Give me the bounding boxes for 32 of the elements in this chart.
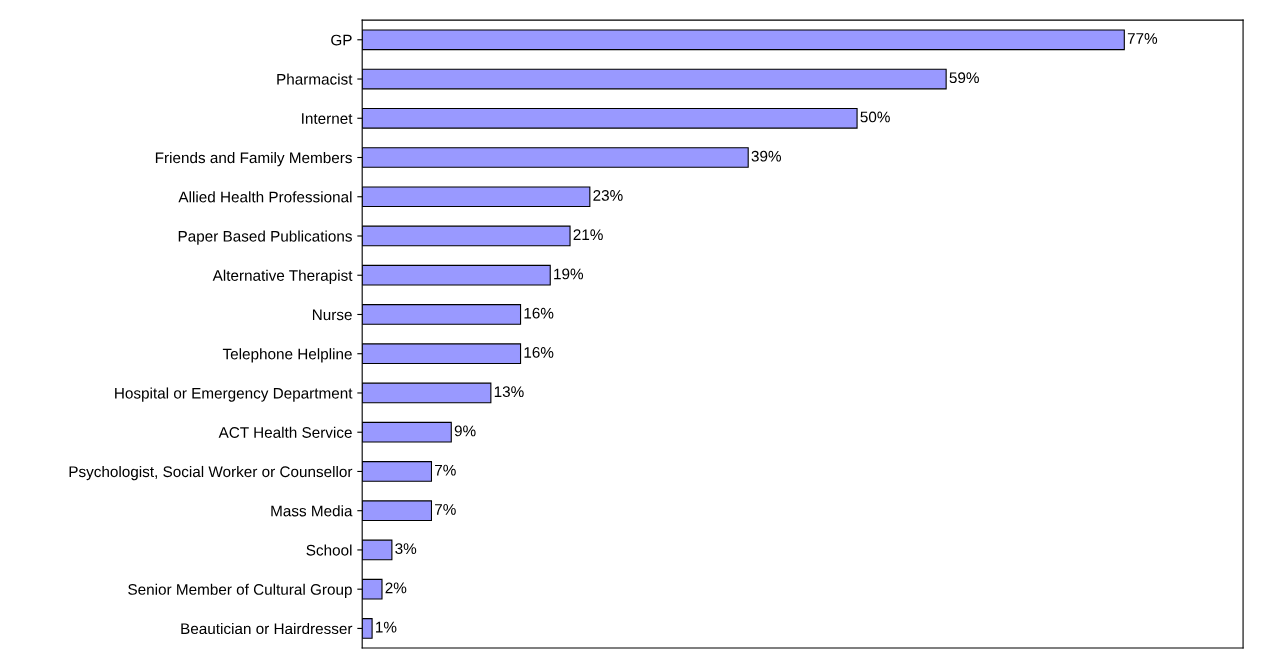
data-label: 1% bbox=[376, 621, 397, 633]
data-label: 19% bbox=[554, 268, 584, 280]
data-label: 16% bbox=[524, 347, 554, 358]
data-label: 77% bbox=[1127, 33, 1158, 44]
y-tick-label: Alternative Therapist bbox=[212, 269, 353, 284]
y-tick-label: Friends and Family Members bbox=[155, 151, 352, 167]
y-tick-label: Internet bbox=[302, 113, 353, 124]
data-label: 16% bbox=[524, 307, 554, 319]
y-tick-label: Nurse bbox=[312, 309, 352, 321]
y-tick-label: Allied Health Professional bbox=[178, 191, 352, 203]
data-label: 39% bbox=[751, 150, 782, 162]
data-label: 7% bbox=[435, 464, 456, 476]
y-tick-label: Beautician or Hairdresser bbox=[181, 622, 353, 635]
y-tick-label: Mass Media bbox=[271, 505, 353, 517]
y-tick-label: Pharmacist bbox=[277, 73, 353, 85]
data-label: 23% bbox=[593, 190, 623, 201]
data-label: 21% bbox=[573, 229, 603, 241]
data-label: 2% bbox=[385, 582, 407, 594]
data-label: 3% bbox=[395, 543, 417, 555]
data-label: 13% bbox=[494, 386, 524, 398]
data-label: 9% bbox=[454, 425, 476, 437]
y-tick-label: GP bbox=[331, 34, 352, 46]
data-label: 59% bbox=[949, 72, 979, 84]
y-tick-label: Senior Member of Cultural Group bbox=[128, 583, 352, 598]
y-tick-label: ACT Health Service bbox=[218, 426, 352, 438]
y-tick-label: Psychologist, Social Worker or Counsellor bbox=[69, 465, 353, 481]
y-tick-label: Paper Based Publications bbox=[178, 230, 352, 245]
data-label: 7% bbox=[435, 504, 456, 515]
y-tick-label: Hospital or Emergency Department bbox=[115, 387, 353, 402]
y-tick-label: School bbox=[306, 544, 352, 556]
y-tick-label: Telephone Helpline bbox=[222, 348, 352, 363]
data-label: 50% bbox=[860, 111, 890, 123]
